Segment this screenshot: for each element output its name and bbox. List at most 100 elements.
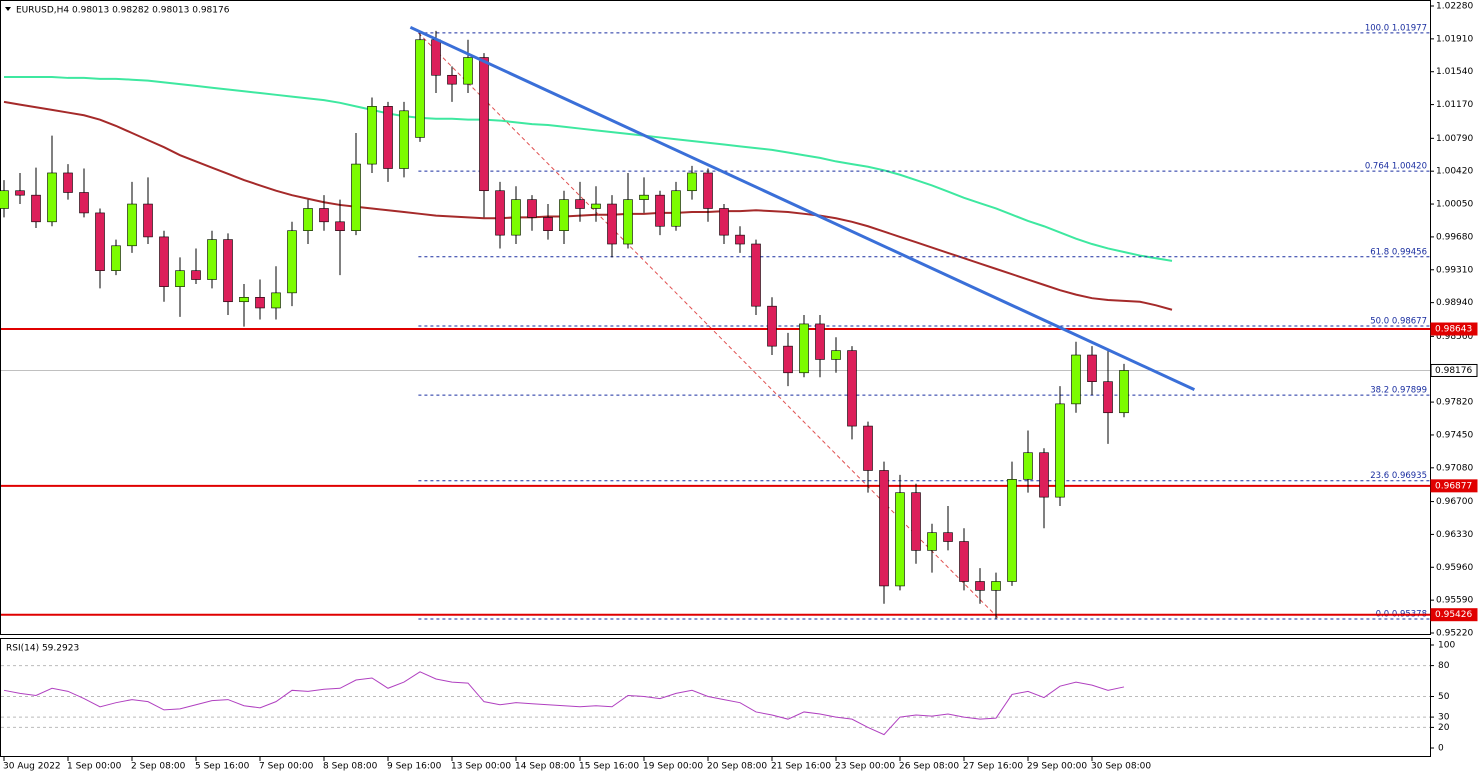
x-tick-label: 14 Sep 08:00	[515, 762, 575, 772]
candle-body	[671, 190, 681, 227]
menu-arrow[interactable]	[5, 7, 11, 11]
candle-body	[495, 190, 505, 236]
candle-body	[591, 203, 601, 209]
candle-body	[159, 236, 169, 287]
x-tick-label: 15 Sep 16:00	[579, 762, 639, 772]
rsi-tick-label: 50	[1438, 692, 1450, 702]
y-tick-label: 1.00050	[1436, 200, 1473, 210]
price-tag-label: 0.96877	[1435, 481, 1472, 491]
candle-body	[111, 245, 121, 271]
x-tick-label: 5 Sep 16:00	[195, 762, 250, 772]
candle-body	[239, 296, 249, 303]
candle-body	[543, 217, 553, 231]
ohlc-text: 0.98013 0.98282 0.98013 0.98176	[72, 6, 230, 16]
candle-body	[895, 492, 905, 587]
fib-label: 50.0 0.98677	[1370, 316, 1427, 326]
y-tick-label: 0.98560	[1436, 332, 1473, 342]
candle-body	[335, 221, 345, 231]
candle-body	[703, 172, 713, 209]
candle-body	[415, 39, 425, 138]
candle-body	[719, 208, 729, 236]
fib-label: 100.0 1.01977	[1365, 23, 1427, 33]
candle-body	[831, 350, 841, 360]
candle-body	[271, 292, 281, 309]
x-tick-label: 30 Sep 08:00	[1091, 762, 1151, 772]
candle-body	[479, 57, 489, 192]
candle-body	[47, 172, 57, 223]
rsi-tick-label: 100	[1438, 641, 1455, 651]
candle-body	[1119, 370, 1129, 414]
y-tick-label: 1.02280	[1436, 2, 1473, 12]
candle-body	[447, 74, 457, 85]
x-tick-label: 20 Sep 08:00	[707, 762, 767, 772]
y-tick-label: 0.97080	[1436, 463, 1473, 473]
x-tick-label: 13 Sep 00:00	[451, 762, 511, 772]
candle-body	[607, 203, 617, 245]
y-tick-label: 0.97820	[1436, 398, 1473, 408]
candle-body	[127, 203, 137, 247]
candle-body	[959, 541, 969, 582]
x-tick-label: 19 Sep 00:00	[643, 762, 703, 772]
candle-body	[0, 190, 9, 209]
symbol: EURUSD,H4	[16, 6, 69, 16]
rsi-tick-label: 80	[1438, 661, 1450, 671]
moving-average	[3, 100, 1173, 311]
candle-body	[1055, 403, 1065, 498]
candle-body	[463, 57, 473, 85]
price-tag-label: 0.98176	[1435, 366, 1472, 376]
x-tick-label: 9 Sep 16:00	[387, 762, 442, 772]
candle-body	[431, 39, 441, 76]
candle-body	[79, 192, 89, 214]
y-tick-label: 1.01910	[1436, 34, 1473, 44]
candle-body	[319, 208, 329, 223]
candle-body	[1071, 354, 1081, 405]
candle-body	[255, 296, 265, 309]
candle-body	[1087, 354, 1097, 382]
y-tick-label: 1.00790	[1436, 134, 1473, 144]
candle-body	[1023, 452, 1033, 480]
candle-body	[655, 194, 665, 227]
y-tick-label: 1.00420	[1436, 167, 1473, 177]
candle-body	[783, 345, 793, 374]
candle-body	[815, 323, 825, 360]
candle-body	[687, 172, 697, 192]
candle-body	[31, 194, 41, 223]
candle-body	[991, 581, 1001, 591]
y-tick-label: 0.99310	[1436, 265, 1473, 275]
y-tick-label: 0.99680	[1436, 232, 1473, 242]
candle-body	[911, 492, 921, 551]
candle-body	[575, 199, 585, 209]
price-tag	[1430, 322, 1478, 336]
x-tick-label: 26 Sep 08:00	[899, 762, 959, 772]
fib-label: 38.2 0.97899	[1370, 386, 1427, 396]
candle-body	[303, 208, 313, 231]
candle-body	[399, 110, 409, 169]
x-tick-label: 27 Sep 16:00	[963, 762, 1023, 772]
candle-body	[207, 239, 217, 280]
x-tick-label: 7 Sep 00:00	[259, 762, 314, 772]
y-tick-label: 0.96700	[1436, 497, 1473, 507]
candle-body	[975, 581, 985, 591]
candle-body	[511, 199, 521, 236]
candle-body	[943, 532, 953, 542]
x-tick-label: 1 Sep 00:00	[67, 762, 122, 772]
x-tick-label: 23 Sep 00:00	[835, 762, 895, 772]
fib-label: 23.6 0.96935	[1370, 471, 1427, 481]
candle-body	[527, 199, 537, 218]
y-tick-label: 0.95960	[1436, 563, 1473, 573]
x-tick-label: 29 Sep 00:00	[1027, 762, 1087, 772]
y-tick-label: 0.95590	[1436, 596, 1473, 606]
candle-body	[287, 230, 297, 294]
x-tick-label: 30 Aug 2022	[3, 762, 61, 772]
candle-body	[767, 305, 777, 347]
y-tick-label: 0.98940	[1436, 298, 1473, 308]
candle-body	[63, 172, 73, 193]
candle-body	[639, 194, 649, 200]
y-tick-label: 0.97450	[1436, 430, 1473, 440]
candle-body	[799, 323, 809, 374]
rsi-tick-label: 20	[1438, 723, 1450, 733]
price-tag-label: 0.98643	[1435, 325, 1472, 335]
trendline	[409, 25, 1196, 392]
candle-body	[1007, 479, 1017, 582]
